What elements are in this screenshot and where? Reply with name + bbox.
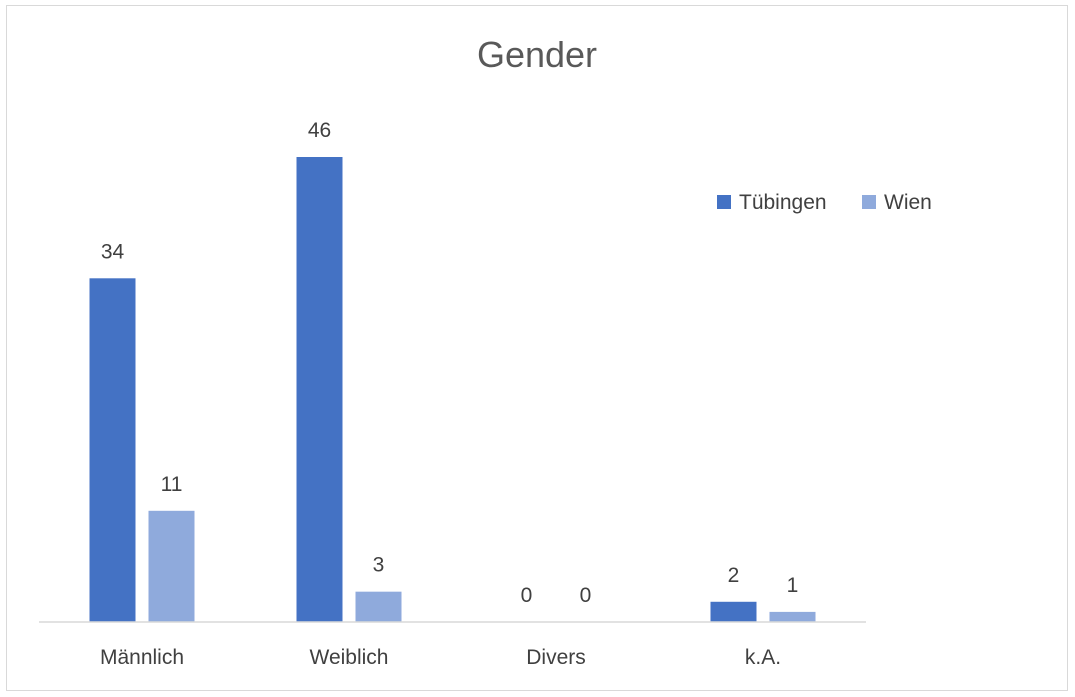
data-label: 2 [728,564,740,587]
chart-title: Gender [477,34,597,75]
data-label: 0 [521,584,533,607]
x-tick-label: Weiblich [310,646,389,669]
data-label: 11 [161,473,183,496]
legend-item: Tübingen [717,191,827,214]
data-label: 1 [787,574,799,597]
bar-wien-ka [769,611,816,622]
bar-wien-männlich [148,510,195,622]
bar-tübingen-ka [710,601,757,622]
legend: Tübingen Wien [717,191,932,214]
legend-swatch [717,195,731,209]
legend-item: Wien [862,191,932,214]
legend-label: Tübingen [739,191,827,214]
data-label: 3 [373,554,385,577]
data-label: 46 [308,119,331,142]
x-tick-label: Divers [526,646,586,669]
data-labels-group: 34 11 46 3 0 0 2 1 [101,119,799,607]
bars-group [89,157,816,622]
legend-label: Wien [884,191,932,214]
bar-wien-weiblich [355,591,402,622]
bar-tübingen-weiblich [296,157,343,622]
x-axis-ticks-group: Männlich Weiblich Divers k.A. [100,646,781,669]
x-tick-label: Männlich [100,646,184,669]
data-label: 0 [580,584,592,607]
data-label: 34 [101,240,125,263]
legend-swatch [862,195,876,209]
x-tick-label: k.A. [745,646,781,669]
bar-tübingen-männlich [89,278,136,622]
